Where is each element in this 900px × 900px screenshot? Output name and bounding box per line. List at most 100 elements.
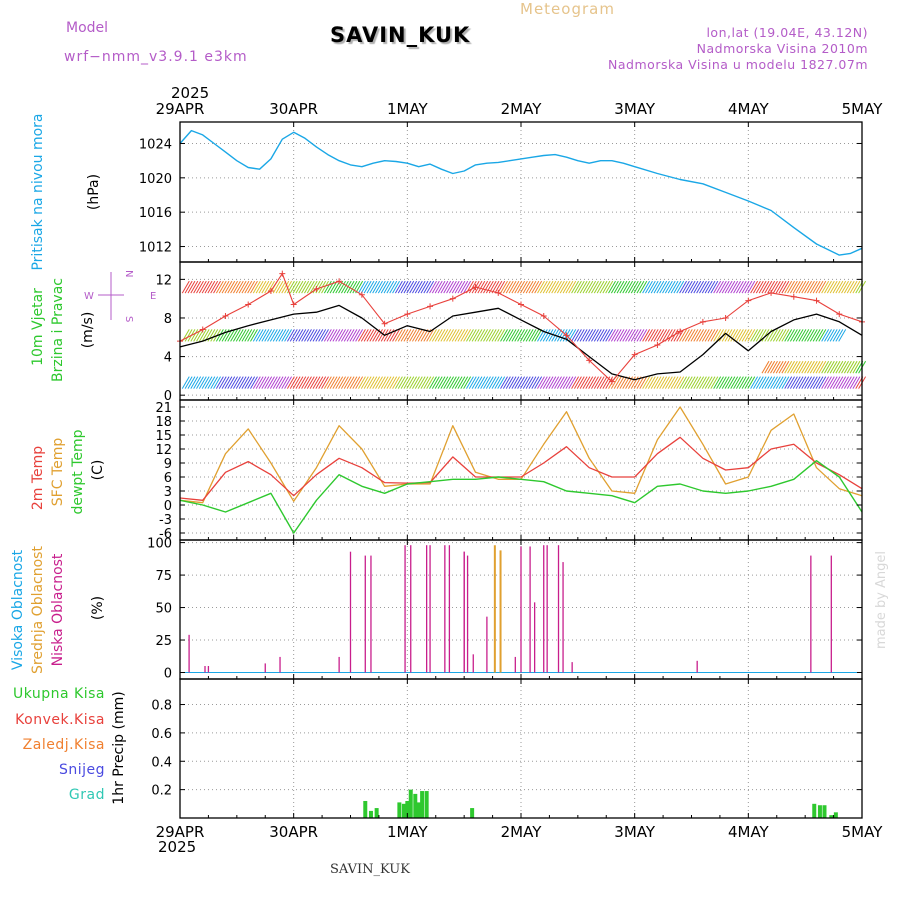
wind-barb xyxy=(275,280,284,294)
wind-axis-title: 10m Vjetar xyxy=(30,288,46,366)
wind-barb xyxy=(358,329,366,342)
wind-barb xyxy=(832,376,841,389)
high-cloud-axis-title: Visoka Oblacnost xyxy=(10,549,26,670)
wind-barb xyxy=(525,329,534,342)
wind-barb-band xyxy=(181,329,847,342)
wind-barb xyxy=(466,376,474,389)
y-tick-label: 0 xyxy=(164,499,172,514)
wind-barb xyxy=(483,329,491,342)
wind-barb xyxy=(417,280,426,294)
wind-barb xyxy=(826,360,835,374)
wind-barb xyxy=(616,280,625,294)
wind-barb xyxy=(753,376,761,389)
wind-barb xyxy=(565,280,574,294)
wind-barb xyxy=(679,329,687,342)
wind-barb xyxy=(838,280,847,294)
wind-barb xyxy=(281,376,290,389)
y-tick-label: 6 xyxy=(164,471,172,486)
wind-gust-marker xyxy=(313,286,320,293)
wind-barb xyxy=(463,280,472,294)
wind-barb xyxy=(735,376,744,389)
wind-barb xyxy=(704,376,713,389)
wind-barb xyxy=(224,280,233,294)
wind-barb xyxy=(500,280,508,294)
wind-barb xyxy=(696,280,705,294)
wind-barb xyxy=(778,329,787,342)
wind-barb xyxy=(559,280,568,294)
wind-barb xyxy=(846,360,855,374)
wind-barb xyxy=(539,376,548,389)
wind-barb xyxy=(198,376,207,389)
wind-barb xyxy=(528,329,537,342)
wind-barb xyxy=(619,280,628,294)
wind-barb xyxy=(488,329,497,342)
wind-barb xyxy=(400,280,409,294)
wind-barb xyxy=(522,329,531,342)
wind-barb xyxy=(477,329,486,342)
wind-barb xyxy=(849,280,858,294)
wind-barb xyxy=(321,376,329,389)
wind-barb xyxy=(747,376,756,389)
wind-barb xyxy=(412,329,420,342)
wind-barb xyxy=(210,329,219,342)
wind-barb xyxy=(571,329,580,342)
wind-barb xyxy=(809,329,818,342)
wind-barb xyxy=(801,360,810,374)
wind-barb xyxy=(247,376,256,389)
wind-barb xyxy=(466,329,474,342)
wind-barb xyxy=(554,376,562,389)
wind-barb xyxy=(795,376,804,389)
wind-barb xyxy=(684,280,693,294)
wind-barb xyxy=(394,280,403,294)
wind-barb xyxy=(227,376,236,389)
wind-barb xyxy=(250,376,258,389)
wind-barb xyxy=(778,360,787,374)
wind-barb xyxy=(201,329,210,342)
wind-barb xyxy=(630,329,639,342)
wind-barb xyxy=(380,280,389,294)
wind-barb xyxy=(488,376,497,389)
wind-barb xyxy=(429,280,437,294)
footer-station: SAVIN_KUK xyxy=(330,862,410,877)
wind-barb xyxy=(690,329,699,342)
wind-barb xyxy=(539,329,548,342)
wind-barb xyxy=(801,329,810,342)
wind-barb xyxy=(633,329,642,342)
wind-barb xyxy=(519,329,528,342)
wind-barb xyxy=(588,329,597,342)
wind-barb xyxy=(431,329,440,342)
precip-bar xyxy=(397,802,402,818)
wind-barb xyxy=(511,376,520,389)
wind-barb xyxy=(573,329,582,342)
wind-barb xyxy=(579,329,588,342)
wind-barb xyxy=(437,376,446,389)
wind-barb xyxy=(792,329,801,342)
wind-barb xyxy=(764,376,773,389)
wind-barb xyxy=(318,376,327,389)
precip-bar xyxy=(812,803,817,818)
wind-barb xyxy=(272,376,281,389)
x-tick-label-top: 3MAY xyxy=(614,100,656,118)
wind-barb xyxy=(807,376,815,389)
wind-gust-marker xyxy=(563,332,570,339)
pressure-line xyxy=(179,129,863,256)
wind-barb xyxy=(386,376,395,389)
wind-barb xyxy=(440,280,449,294)
temp-2m-axis-title: 2m Temp xyxy=(30,446,46,510)
wind-barb xyxy=(247,280,256,294)
wind-barb xyxy=(616,376,625,389)
wind-barb xyxy=(446,329,454,342)
y-tick-label: 21 xyxy=(155,401,172,416)
wind-barb xyxy=(519,376,528,389)
wind-barb xyxy=(667,280,676,294)
wind-barb xyxy=(491,329,500,342)
precip-bar xyxy=(363,800,368,818)
x-tick-label-top: 1MAY xyxy=(387,100,429,118)
wind-barb xyxy=(318,329,327,342)
wind-barb xyxy=(758,376,767,389)
wind-barb xyxy=(278,280,287,294)
wind-barb xyxy=(352,280,361,294)
wind-barb xyxy=(741,329,750,342)
wind-barb xyxy=(636,329,645,342)
wind-barb xyxy=(207,280,216,294)
